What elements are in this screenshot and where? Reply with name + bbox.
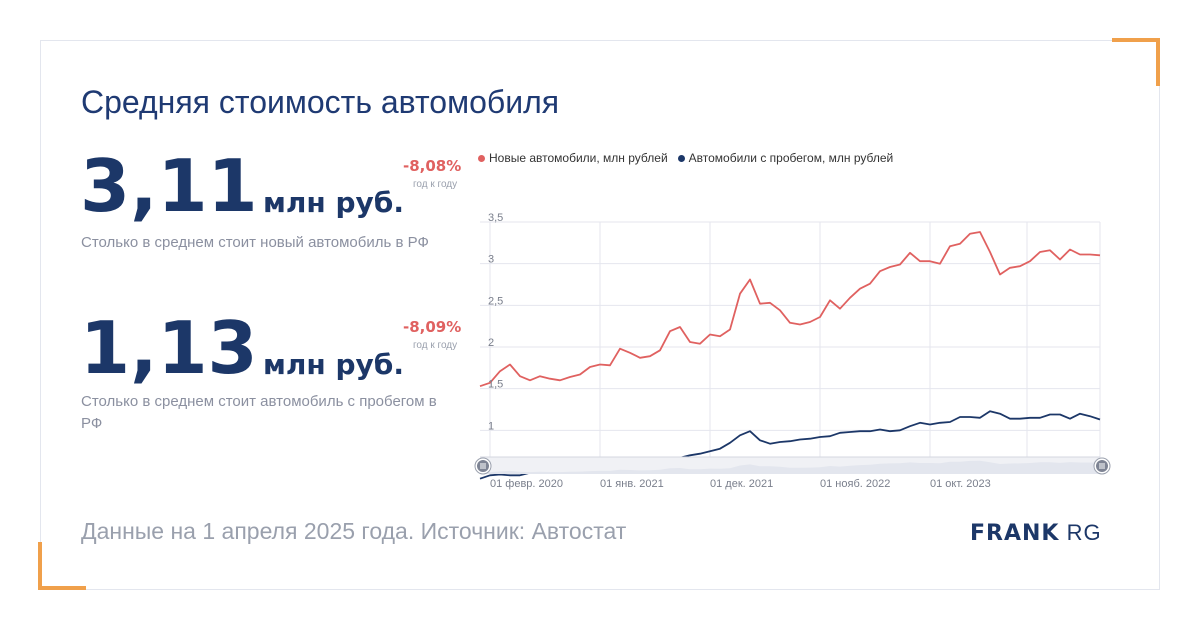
new-car-change-label: год к году: [413, 179, 458, 190]
y-tick-label: 2,5: [488, 295, 503, 307]
new-car-change: -8,08%: [403, 157, 462, 175]
series-line-new-cars: [479, 231, 1101, 388]
y-tick-label: 1: [488, 420, 494, 432]
new-car-description: Столько в среднем стоит новый автомобиль…: [81, 234, 429, 251]
corner-accent-bottom-left: [38, 542, 86, 590]
used-car-description: Столько в среднем стоит автомобиль с про…: [81, 393, 437, 432]
used-car-price-unit: млн руб.: [263, 348, 404, 381]
page-title: Средняя стоимость автомобиля: [81, 84, 560, 120]
legend-label-used: Автомобили с пробегом, млн рублей: [688, 151, 894, 165]
corner-accent-top-right: [1112, 38, 1160, 86]
legend-marker-new: [478, 154, 485, 162]
x-tick-label: 01 февр. 2020: [490, 478, 563, 490]
used-car-change-label: год к году: [413, 340, 458, 351]
logo-bold: FRANK: [970, 521, 1060, 546]
new-car-price-unit: млн руб.: [263, 186, 404, 219]
legend-item-used[interactable]: Автомобили с пробегом, млн рублей: [677, 151, 894, 165]
footer-source-note: Данные на 1 апреля 2025 года. Источник: …: [81, 518, 627, 544]
x-tick-label: 01 окт. 2023: [930, 478, 991, 490]
x-tick-label: 01 дек. 2021: [710, 478, 773, 490]
x-tick-label: 01 нояб. 2022: [820, 478, 890, 490]
chart-legend: Новые автомобили, млн рублей Автомобили …: [478, 151, 893, 165]
used-car-change: -8,09%: [403, 318, 462, 336]
legend-item-new[interactable]: Новые автомобили, млн рублей: [478, 151, 668, 165]
y-tick-label: 3: [488, 254, 494, 266]
y-tick-label: 1,5: [488, 379, 503, 391]
new-car-price-value: 3,11: [80, 144, 258, 228]
logo-light: RG: [1066, 520, 1102, 545]
navigator-area: [480, 460, 1100, 474]
legend-marker-used: [677, 154, 685, 162]
navigator-handle-right[interactable]: [1093, 457, 1111, 475]
navigator-handle-left[interactable]: [474, 457, 492, 475]
used-car-price-value: 1,13: [80, 306, 258, 390]
infographic-card: [40, 40, 1160, 590]
x-tick-label: 01 янв. 2021: [600, 478, 664, 490]
y-tick-label: 2: [488, 337, 494, 349]
legend-label-new: Новые автомобили, млн рублей: [489, 151, 668, 165]
y-tick-label: 3,5: [488, 212, 503, 224]
frank-rg-logo: FRANK RG: [970, 520, 1102, 546]
